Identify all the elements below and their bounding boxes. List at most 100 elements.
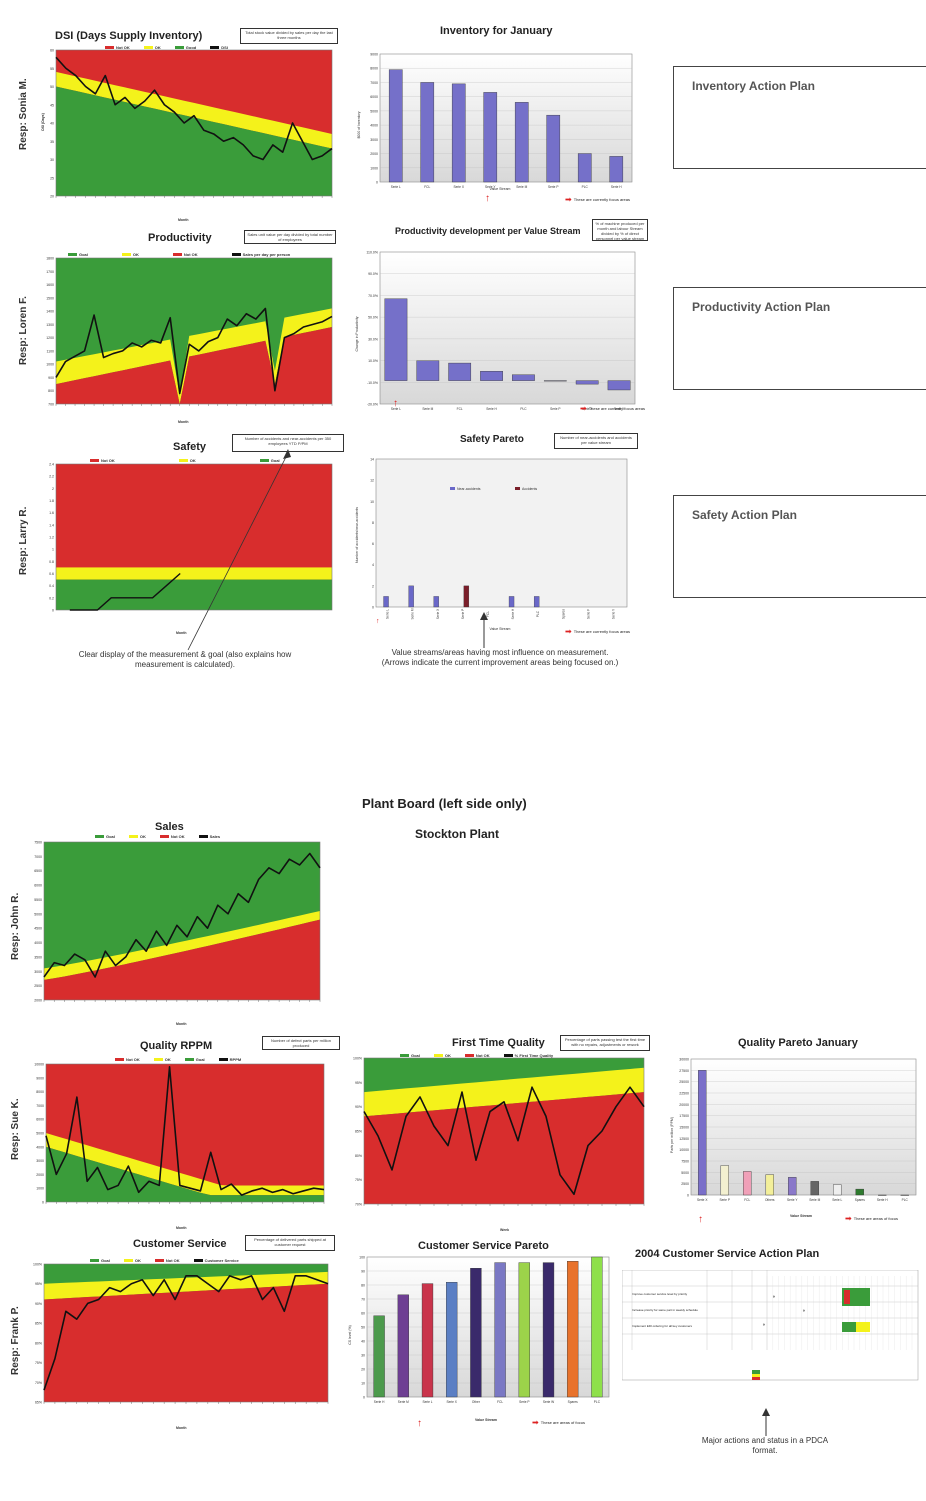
y-tick-label: 8000 [36, 1090, 44, 1094]
x-tick-label: PLC [536, 610, 540, 617]
y-tick-label: 7500 [681, 1160, 689, 1164]
y-tick-label: 15000 [679, 1126, 689, 1130]
bar-serie-l [833, 1184, 842, 1196]
y-tick-label: 3000 [34, 970, 42, 974]
customer-service-title: Customer Service [133, 1238, 227, 1250]
y-tick-label: 25 [50, 176, 54, 180]
customer-service-responsible: Resp: Frank P. [10, 1306, 21, 1375]
y-tick-label: 17500 [679, 1114, 689, 1118]
y-tick-label: 0 [687, 1194, 689, 1198]
y-tick-label: 70% [35, 1381, 42, 1385]
x-tick-label: Serie W [543, 1400, 554, 1404]
y-tick-label: 80% [355, 1154, 362, 1158]
legend-red [752, 1377, 760, 1380]
y-tick-label: 6 [372, 542, 374, 546]
y-tick-label: 3000 [36, 1159, 44, 1163]
safety-pareto-chart: 14 12 10 8 6 4 2 0 Serie L Serie M Serie X Serie P F… [355, 458, 628, 631]
quality-pareto-ylabel: Parts per million (PPM) [670, 1117, 674, 1153]
productivity-responsible: Resp: Loren F. [18, 296, 29, 365]
x-tick-label: PLC [594, 1400, 601, 1404]
y-tick-label: 75% [355, 1178, 362, 1182]
ftq-note: Percentage of parts passing test the fir… [560, 1035, 650, 1051]
y-tick-label: 5000 [681, 1171, 689, 1175]
y-tick-label: 30 [361, 1354, 365, 1358]
y-tick-label: 90% [355, 1105, 362, 1109]
y-tick-label: 7000 [36, 1104, 44, 1108]
y-tick-label: 70 [361, 1298, 365, 1302]
dsi-chart: 60 55 50 45 40 35 30 25 20 [50, 49, 333, 199]
y-tick-label: 1200 [46, 336, 54, 340]
band-mid [364, 1067, 644, 1117]
x-tick-label: Serie H [611, 185, 622, 189]
status-yellow [856, 1322, 870, 1332]
data-line [69, 572, 181, 611]
x-tick-label: Serie X [446, 1400, 457, 1404]
prod-dev-focus-arrow: ↑ [393, 398, 398, 409]
status-red [844, 1290, 850, 1304]
sales-chart: 7500 7000 6500 6000 5500 5000 4500 4000 3500 3000… [34, 841, 321, 1003]
dsi-xlabel: Month [178, 218, 189, 222]
productivity-xlabel: Month [178, 420, 189, 424]
y-tick-label: 10000 [679, 1148, 689, 1152]
y-tick-label: 0 [42, 1201, 44, 1205]
quality-pareto-chart: 3000027500250002250020000175001500012500… [670, 1058, 917, 1202]
dsi-responsible: Resp: Sonia M. [18, 78, 29, 150]
x-tick-label: Serie L [391, 407, 401, 411]
y-tick-label: 9000 [370, 53, 378, 57]
y-tick-label: 9000 [36, 1076, 44, 1080]
cs-action-callout-arrow [762, 1408, 770, 1436]
band-mid [56, 71, 332, 149]
safety-title: Safety [173, 441, 207, 453]
x-tick-label: Serie H [511, 608, 515, 619]
y-tick-label: 0 [363, 1396, 365, 1400]
bar-fcl [743, 1171, 752, 1196]
x-tick-label: FCL [457, 407, 463, 411]
safety-pareto-callout-arrow [480, 612, 488, 648]
safety-chart: 2.4 2.2 2 1.8 1.6 1.4 1.2 1 0.8 0.6 0.4 0.2 0 [49, 463, 333, 613]
bar-plc [577, 153, 592, 183]
x-tick-label: Serie X [697, 1198, 708, 1202]
y-tick-label: 60 [50, 49, 54, 53]
cs-action-plan-row-3: Implement EDI ordering for all key custo… [632, 1324, 693, 1328]
cs-pareto-xlabel: Value Stream [475, 1418, 497, 1422]
x-tick-label: PLC [902, 1198, 909, 1202]
x-tick-label: Serie P [720, 1198, 730, 1202]
bar-serie-h [609, 156, 624, 183]
status-green [842, 1322, 856, 1332]
y-tick-label: 700 [48, 403, 54, 407]
cs-action-plan-table: ◑ ◑ ◑ [622, 1270, 919, 1381]
x-tick-label: Serie Y [614, 407, 625, 411]
bar-near-accidents [533, 596, 540, 608]
band-bottom [44, 1283, 328, 1402]
quality-pareto-title: Quality Pareto January [738, 1037, 858, 1049]
x-tick-label: FCL [744, 1198, 750, 1202]
prod-dev-ylabel: Change in Productivity [355, 316, 359, 351]
x-tick-label: Serie L [391, 185, 401, 189]
x-tick-label: Serie F [586, 609, 590, 619]
sales-responsible: Resp: John R. [10, 892, 21, 960]
bar-serie-m [397, 1294, 409, 1398]
cs-action-caption: Major actions and status in a PDCA forma… [701, 1436, 829, 1455]
y-tick-label: 1.2 [49, 536, 54, 540]
y-tick-label: 6000 [34, 884, 42, 888]
customer-service-chart: 100% 95% 90% 85% 80% 75% 70% 65% [33, 1263, 329, 1405]
x-tick-label: Serie X [436, 608, 440, 619]
y-tick-label: 0.2 [49, 596, 54, 600]
quality-legend: Not OK OK Goal RPPM [115, 1057, 255, 1062]
cs-action-plan-title: 2004 Customer Service Action Plan [635, 1248, 820, 1260]
pdca-symbol: ◑ [762, 1322, 765, 1328]
x-tick-label: Serie Y [611, 608, 615, 619]
cs-pareto-title: Customer Service Pareto [418, 1240, 549, 1252]
x-tick-label: Serie L [832, 1198, 842, 1202]
y-tick-label: 30 [50, 158, 54, 162]
bar-serie-l [388, 69, 403, 183]
y-tick-label: 85% [355, 1130, 362, 1134]
y-tick-label: 30.0% [368, 337, 378, 341]
y-tick-label: 8 [372, 521, 374, 525]
y-tick-label: 0 [376, 181, 378, 185]
bar-serie-h [878, 1194, 887, 1196]
y-tick-label: 60 [361, 1312, 365, 1316]
plot-area [379, 53, 633, 183]
bar-serie-h [373, 1315, 385, 1398]
customer-service-note: Percentage of delivered parts shipped at… [245, 1235, 335, 1251]
